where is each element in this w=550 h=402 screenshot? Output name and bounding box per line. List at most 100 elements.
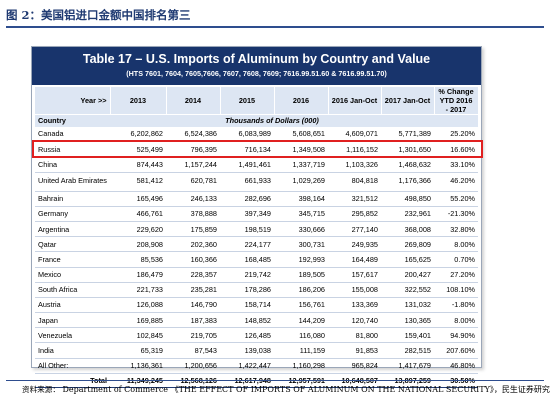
value-cell: 139,038 bbox=[220, 342, 274, 359]
value-cell: 144,209 bbox=[274, 312, 328, 329]
value-cell: 158,714 bbox=[220, 297, 274, 314]
value-cell: 133,369 bbox=[328, 297, 381, 314]
pct-change-cell: 8.00% bbox=[434, 312, 478, 329]
value-cell: 165,625 bbox=[381, 251, 434, 268]
value-cell: 398,164 bbox=[274, 191, 328, 207]
country-cell: Mexico bbox=[35, 267, 110, 283]
value-cell: 874,443 bbox=[110, 156, 166, 173]
country-cell: South Africa bbox=[35, 282, 110, 298]
pct-change-cell: 27.20% bbox=[434, 267, 478, 283]
value-cell: 148,852 bbox=[220, 312, 274, 329]
value-cell: 965,824 bbox=[328, 358, 381, 374]
value-cell: 85,536 bbox=[110, 251, 166, 268]
value-cell: 165,496 bbox=[110, 191, 166, 207]
value-cell: 345,715 bbox=[274, 206, 328, 222]
value-cell: 322,552 bbox=[381, 282, 434, 298]
value-cell: 164,489 bbox=[328, 251, 381, 268]
value-cell: 87,543 bbox=[166, 342, 220, 359]
country-cell: Japan bbox=[35, 312, 110, 329]
pct-change-cell: 33.10% bbox=[434, 156, 478, 173]
value-cell: 5,608,651 bbox=[274, 126, 328, 143]
value-cell: 1,103,326 bbox=[328, 156, 381, 173]
col-header-2015: 2015 bbox=[220, 87, 275, 115]
col-header-2016: 2016 bbox=[274, 87, 329, 115]
pct-change-cell: 108.10% bbox=[434, 282, 478, 298]
table-row: Qatar 208,908 202,360 224,177 300,731 249,935… bbox=[35, 236, 478, 253]
value-cell: 716,134 bbox=[220, 141, 274, 158]
value-cell: 221,733 bbox=[110, 282, 166, 298]
value-cell: 295,852 bbox=[328, 206, 381, 222]
table-row: All Other: 1,136,361 1,200,656 1,422,447 1,1… bbox=[35, 358, 478, 374]
value-cell: 1,422,447 bbox=[220, 358, 274, 374]
value-cell: 246,133 bbox=[166, 191, 220, 207]
col-header-pct-change: % Change YTD 2016 - 2017 bbox=[434, 87, 479, 115]
table-title-band: Table 17 – U.S. Imports of Aluminum by C… bbox=[32, 47, 481, 85]
col-header-2013: 2013 bbox=[110, 87, 167, 115]
value-cell: 4,609,071 bbox=[328, 126, 381, 143]
value-cell: 120,740 bbox=[328, 312, 381, 329]
table-row: Mexico 186,479 228,357 219,742 189,505 157,61… bbox=[35, 267, 478, 283]
value-cell: 131,032 bbox=[381, 297, 434, 314]
pct-change-cell: 32.80% bbox=[434, 221, 478, 238]
value-cell: 232,961 bbox=[381, 206, 434, 222]
table-row: China 874,443 1,157,244 1,491,461 1,337,719 1… bbox=[35, 156, 478, 173]
value-cell: 219,742 bbox=[220, 267, 274, 283]
value-cell: 466,761 bbox=[110, 206, 166, 222]
value-cell: 368,008 bbox=[381, 221, 434, 238]
value-cell: 130,365 bbox=[381, 312, 434, 329]
table-row: United Arab Emirates 581,412 620,781 661,93… bbox=[35, 172, 478, 192]
value-cell: 126,485 bbox=[220, 327, 274, 344]
pct-change-cell: 8.00% bbox=[434, 236, 478, 253]
pct-change-cell: 46.20% bbox=[434, 172, 478, 192]
source-divider bbox=[6, 380, 544, 381]
table-row: Germany 466,761 378,888 397,349 345,715 295,8… bbox=[35, 206, 478, 222]
value-cell: 498,850 bbox=[381, 191, 434, 207]
value-cell: 525,499 bbox=[110, 141, 166, 158]
header-row-years: Year >> 2013 2014 2015 2016 2016 Jan-Oct… bbox=[35, 87, 479, 115]
value-cell: 116,080 bbox=[274, 327, 328, 344]
year-label: Year >> bbox=[35, 87, 111, 115]
table-row: Canada 6,202,862 6,524,386 6,083,989 5,608,6… bbox=[35, 126, 478, 143]
value-cell: 186,206 bbox=[274, 282, 328, 298]
col-header-2016-ytd: 2016 Jan-Oct bbox=[328, 87, 382, 115]
pct-change-cell: 25.20% bbox=[434, 126, 478, 143]
pct-change-cell: -21.30% bbox=[434, 206, 478, 222]
source-note: 资料来源： Department of Commerce 《THE EFFECT… bbox=[22, 383, 550, 397]
value-cell: 6,083,989 bbox=[220, 126, 274, 143]
value-cell: 1,160,298 bbox=[274, 358, 328, 374]
value-cell: 804,818 bbox=[328, 172, 381, 192]
table-row: Russia 525,499 796,395 716,134 1,349,508 1,11… bbox=[35, 141, 478, 158]
value-cell: 1,200,656 bbox=[166, 358, 220, 374]
country-cell: Qatar bbox=[35, 236, 110, 253]
value-cell: 1,417,679 bbox=[381, 358, 434, 374]
value-cell: 224,177 bbox=[220, 236, 274, 253]
value-cell: 186,479 bbox=[110, 267, 166, 283]
value-cell: 5,771,389 bbox=[381, 126, 434, 143]
value-cell: 146,790 bbox=[166, 297, 220, 314]
table-title: Table 17 – U.S. Imports of Aluminum by C… bbox=[82, 52, 431, 66]
pct-change-cell: 46.80% bbox=[434, 358, 478, 374]
value-cell: 200,427 bbox=[381, 267, 434, 283]
value-cell: 102,845 bbox=[110, 327, 166, 344]
table-body: Canada 6,202,862 6,524,386 6,083,989 5,608,6… bbox=[35, 126, 478, 374]
value-cell: 156,761 bbox=[274, 297, 328, 314]
imports-table: Year >> 2013 2014 2015 2016 2016 Jan-Oct… bbox=[35, 87, 479, 388]
country-cell: Argentina bbox=[35, 221, 110, 238]
caption-divider bbox=[6, 26, 544, 28]
value-cell: 249,935 bbox=[328, 236, 381, 253]
value-cell: 282,696 bbox=[220, 191, 274, 207]
value-cell: 178,286 bbox=[220, 282, 274, 298]
table-row: Bahrain 165,496 246,133 282,696 398,164 321,5… bbox=[35, 191, 478, 207]
value-cell: 796,395 bbox=[166, 141, 220, 158]
country-cell: Austria bbox=[35, 297, 110, 314]
figure-caption: 图 2：美国铝进口金额中国排名第三 bbox=[6, 8, 191, 22]
country-cell: Bahrain bbox=[35, 191, 110, 207]
value-cell: 155,008 bbox=[328, 282, 381, 298]
value-cell: 208,908 bbox=[110, 236, 166, 253]
country-cell: United Arab Emirates bbox=[35, 172, 110, 192]
value-cell: 91,853 bbox=[328, 342, 381, 359]
value-cell: 187,383 bbox=[166, 312, 220, 329]
pct-change-cell: 207.60% bbox=[434, 342, 478, 359]
pct-change-cell: 0.70% bbox=[434, 251, 478, 268]
value-cell: 157,617 bbox=[328, 267, 381, 283]
